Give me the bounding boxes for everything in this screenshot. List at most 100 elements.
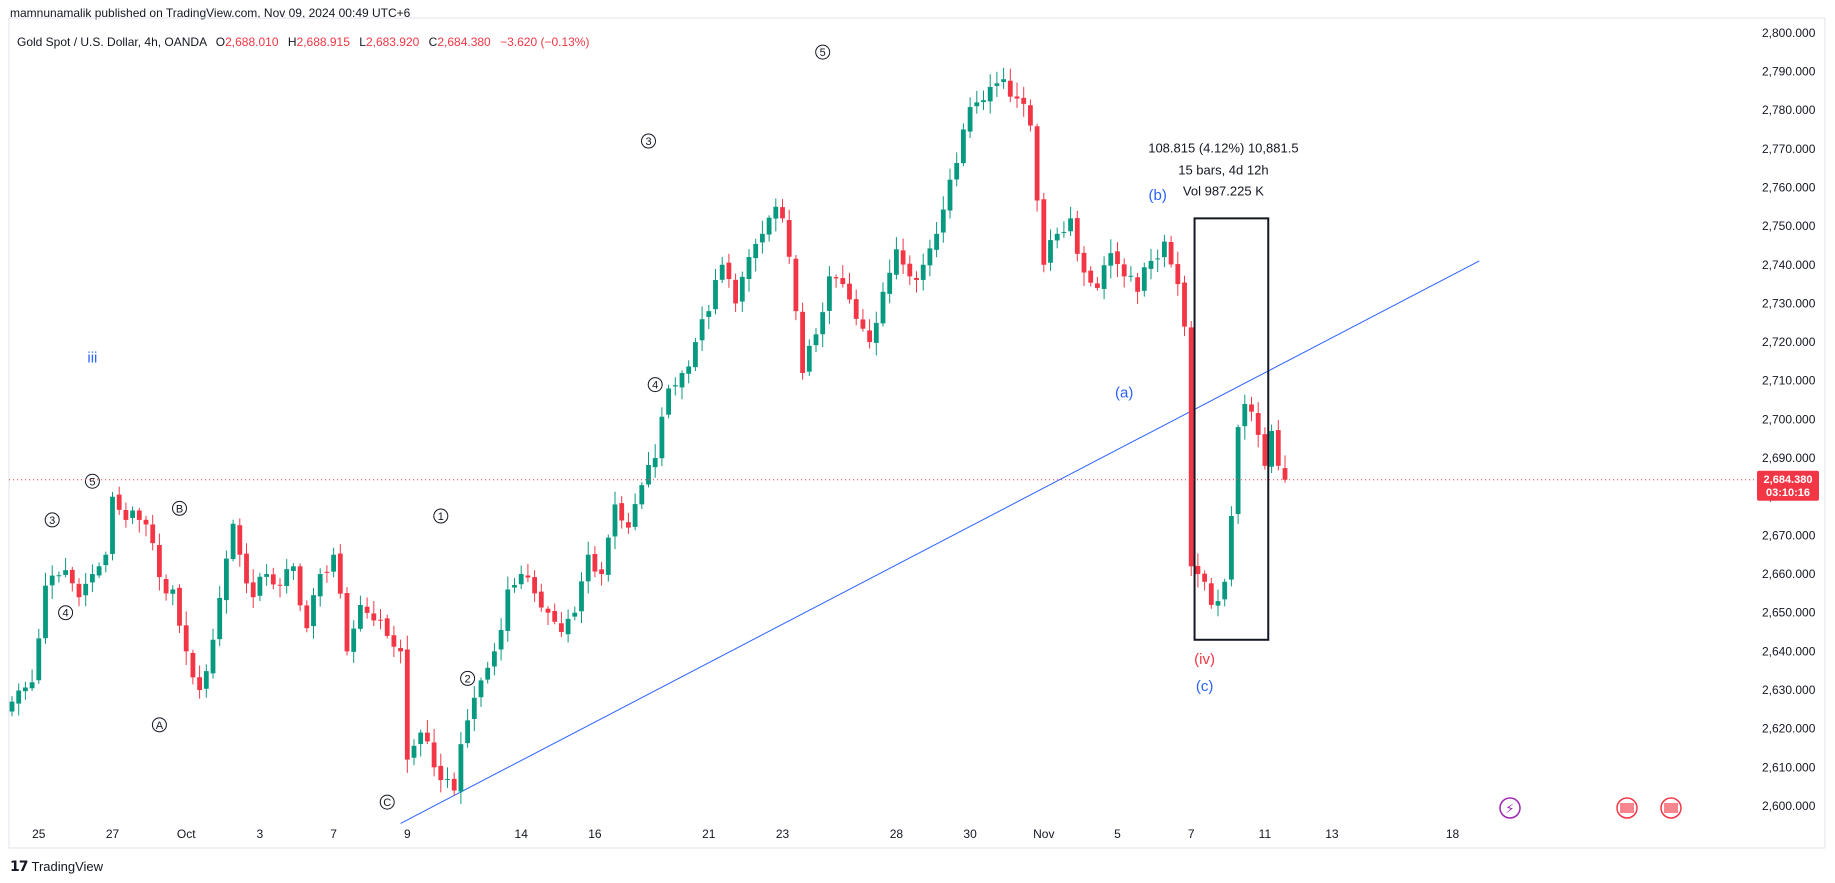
candle <box>666 384 671 419</box>
candle <box>56 571 62 583</box>
event-icons[interactable]: ⚡ <box>1499 797 1682 819</box>
candle <box>974 90 980 114</box>
candle <box>210 628 216 679</box>
lightning-glyph: ⚡ <box>1505 801 1514 816</box>
candle-body <box>230 523 236 560</box>
candle <box>1095 276 1100 291</box>
circled-wave-label: 4 <box>647 377 663 393</box>
trendline[interactable] <box>400 260 1480 824</box>
candle <box>311 588 316 639</box>
circled-wave-label: A <box>151 717 167 733</box>
label-text: C <box>383 797 391 809</box>
label-circle <box>647 377 663 393</box>
candle <box>887 259 893 304</box>
measure-box[interactable] <box>1193 217 1270 641</box>
candle <box>934 222 939 258</box>
time-tick-label: 21 <box>702 827 716 841</box>
candle-body <box>49 575 55 586</box>
candle-body <box>358 604 363 629</box>
candle <box>1041 192 1047 273</box>
candle-body <box>244 553 249 584</box>
lightning-event-icon[interactable] <box>1499 797 1521 819</box>
measure-tool[interactable]: 108.815 (4.12%) 10,881.5 15 bars, 4d 12h V… <box>1148 140 1299 641</box>
candle <box>619 496 625 529</box>
price-axis[interactable]: 2,600.000 2,610.000 2,620.000 2,630.000 2,64… <box>1762 26 1816 813</box>
label-circle <box>815 44 831 60</box>
candle-body <box>739 276 745 302</box>
candle <box>1202 570 1207 591</box>
candle-body <box>1061 232 1067 234</box>
label-text: B <box>176 503 183 515</box>
price-tick-label: 2,800.000 <box>1762 26 1816 40</box>
candle-body <box>136 510 142 520</box>
candle-body <box>1202 573 1207 582</box>
candle-body <box>1014 96 1020 99</box>
candle-body <box>947 179 953 211</box>
candle <box>512 578 517 593</box>
label-circle <box>84 473 100 489</box>
footer-brand[interactable]: 𝟭𝟳 TradingView <box>10 858 103 875</box>
candle-body <box>552 610 558 622</box>
candle <box>1148 248 1154 280</box>
price-tick-label: 2,650.000 <box>1762 606 1816 620</box>
time-tick-label: 14 <box>515 827 529 841</box>
trendline-group[interactable] <box>400 260 1480 824</box>
candle-body <box>572 612 578 617</box>
candle <box>1235 424 1241 524</box>
candle-body <box>210 639 216 674</box>
candle-body <box>646 464 651 485</box>
candle-body <box>559 623 564 633</box>
candle <box>358 595 363 632</box>
candle <box>532 570 537 602</box>
candle-body <box>478 680 484 698</box>
time-tick-label: 3 <box>257 827 264 841</box>
price-tick-label: 2,780.000 <box>1762 103 1816 117</box>
candle-body <box>1128 275 1134 277</box>
candle <box>304 600 310 633</box>
candle-body <box>1041 199 1047 265</box>
candle <box>471 685 477 732</box>
label-circle <box>379 794 395 810</box>
candle-body <box>438 765 444 781</box>
candle-body <box>981 100 986 103</box>
candle <box>873 311 879 356</box>
time-tick-label: Oct <box>177 827 196 841</box>
candle <box>1215 589 1221 617</box>
candle <box>652 444 658 478</box>
candle-body <box>994 83 1000 86</box>
candle <box>518 565 524 590</box>
candle-body <box>83 583 89 596</box>
candle <box>1168 235 1174 268</box>
candle-body <box>9 701 15 712</box>
price-tick-label: 2,660.000 <box>1762 567 1816 581</box>
candle-body <box>827 276 832 311</box>
candle-body <box>719 264 725 280</box>
time-tick-label: 7 <box>1188 827 1195 841</box>
candle <box>867 319 872 349</box>
candle <box>297 563 303 612</box>
candle-body <box>713 280 718 310</box>
wave-labels: iii (b) (a) (iv) (c) 3 5 4 B A C 1 2 3 4 5 <box>44 44 1215 810</box>
candle-body <box>324 571 330 573</box>
candle <box>498 618 504 661</box>
candle-body <box>1048 240 1053 263</box>
candle <box>947 168 953 219</box>
candle-body <box>746 257 752 279</box>
candle-body <box>706 311 712 317</box>
time-axis[interactable]: 25 27 Oct 3 7 9 14 16 21 23 28 30 Nov 5 7 11 13 18 <box>32 827 1459 841</box>
candle-body <box>378 619 383 621</box>
candle-body <box>652 458 658 468</box>
label-circle <box>44 512 60 528</box>
candle <box>284 559 290 594</box>
candle-body <box>1162 241 1167 258</box>
price-tick-label: 2,690.000 <box>1762 451 1816 465</box>
candle-body <box>1021 97 1027 104</box>
candle <box>800 302 805 380</box>
candle-body <box>16 690 22 704</box>
label-circle <box>433 508 449 524</box>
label-text: 3 <box>645 136 651 148</box>
candle <box>237 518 243 567</box>
candle-body <box>498 630 504 650</box>
